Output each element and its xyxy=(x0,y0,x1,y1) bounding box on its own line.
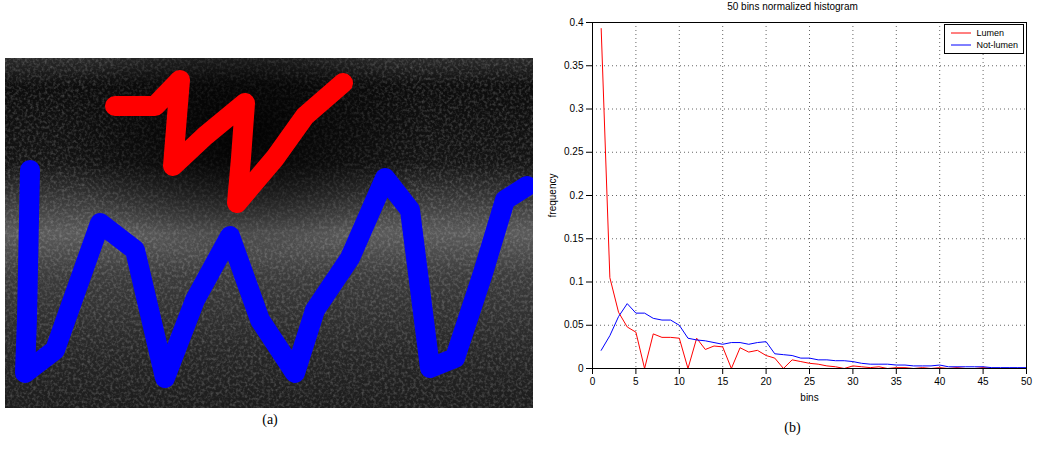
svg-text:40: 40 xyxy=(934,376,946,387)
svg-text:30: 30 xyxy=(847,376,859,387)
svg-text:0.35: 0.35 xyxy=(564,60,584,71)
svg-text:10: 10 xyxy=(674,376,686,387)
svg-text:15: 15 xyxy=(717,376,729,387)
svg-text:0.15: 0.15 xyxy=(564,233,584,244)
html-text:Lumen: Lumen xyxy=(976,28,1004,38)
svg-text:0.4: 0.4 xyxy=(570,17,584,28)
svg-text:0: 0 xyxy=(578,363,584,374)
svg-text:frequency: frequency xyxy=(547,174,558,218)
svg-text:0.3: 0.3 xyxy=(570,103,584,114)
html-text:Not-lumen: Not-lumen xyxy=(976,40,1018,50)
svg-text:5: 5 xyxy=(633,376,639,387)
svg-text:0.05: 0.05 xyxy=(564,319,584,330)
svg-text:50: 50 xyxy=(1021,376,1033,387)
svg-text:0.25: 0.25 xyxy=(564,146,584,157)
svg-text:0: 0 xyxy=(590,376,596,387)
svg-text:0.2: 0.2 xyxy=(570,190,584,201)
html-text:(b): (b) xyxy=(784,420,801,435)
html-text:(a): (a) xyxy=(262,412,278,427)
svg-text:bins: bins xyxy=(800,392,818,403)
svg-text:20: 20 xyxy=(761,376,773,387)
svg-text:45: 45 xyxy=(978,376,990,387)
svg-text:25: 25 xyxy=(804,376,816,387)
svg-text:0.1: 0.1 xyxy=(570,276,584,287)
svg-text:35: 35 xyxy=(891,376,903,387)
html-text:50 bins normalized histogram: 50 bins normalized histogram xyxy=(727,1,858,12)
